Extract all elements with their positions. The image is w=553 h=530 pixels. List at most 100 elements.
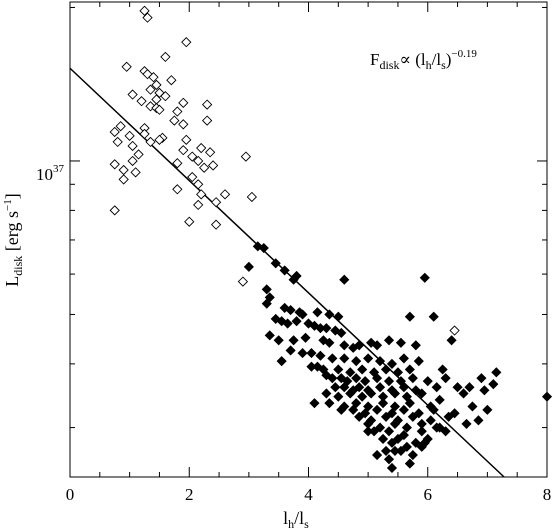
filled-diamond-point: [351, 356, 362, 367]
open-diamond-point: [118, 174, 129, 185]
filled-diamond-point: [372, 404, 383, 415]
open-diamond-point: [193, 155, 204, 167]
filled-diamond-point: [479, 385, 490, 396]
filled-diamond-point: [297, 309, 308, 320]
open-diamond-point: [142, 12, 153, 23]
open-diamond-point: [181, 37, 192, 48]
filled-diamond-point: [541, 391, 553, 402]
filled-diamond-point: [372, 340, 383, 351]
filled-diamond-point: [270, 258, 281, 269]
filled-diamond-point: [357, 364, 368, 375]
filled-diamond-point: [410, 340, 421, 351]
filled-diamond-point: [488, 379, 499, 390]
open-diamond-point: [154, 134, 165, 145]
filled-diamond-point: [339, 353, 350, 364]
open-diamond-point: [199, 162, 210, 173]
filled-diamond-point: [398, 430, 409, 441]
x-tick-label: 0: [66, 485, 75, 504]
filled-diamond-point: [404, 458, 415, 469]
open-diamond-point: [109, 126, 120, 138]
filled-diamond-point: [398, 404, 409, 415]
filled-diamond-point: [428, 311, 439, 322]
filled-diamond-point: [440, 426, 451, 437]
filled-diamond-point: [389, 418, 401, 429]
filled-diamond-point: [288, 274, 299, 285]
filled-diamond-point: [446, 335, 457, 346]
open-diamond-point: [109, 205, 120, 216]
filled-diamond-point: [333, 311, 344, 322]
filled-diamond-point: [407, 373, 418, 384]
filled-diamond-point: [333, 391, 344, 402]
open-diamond-point: [181, 134, 192, 145]
filled-diamond-point: [383, 335, 395, 346]
open-diamond-point: [115, 121, 126, 132]
filled-diamond-point: [351, 398, 362, 409]
filled-diamond-point: [321, 388, 332, 399]
filled-diamond-point: [380, 411, 392, 422]
filled-diamond-point: [297, 348, 308, 359]
open-diamond-point: [204, 147, 216, 158]
filled-diamond-point: [339, 274, 350, 285]
open-diamond-point: [118, 164, 129, 176]
filled-diamond-point: [336, 327, 347, 338]
open-diamond-point: [145, 136, 156, 148]
filled-diamond-point: [377, 398, 389, 409]
open-diamond-point: [449, 325, 460, 336]
filled-diamond-point: [348, 404, 359, 415]
filled-diamond-point: [461, 418, 472, 429]
filled-diamond-point: [279, 265, 290, 276]
filled-diamond-point: [392, 367, 404, 378]
open-diamond-point: [148, 72, 159, 83]
open-diamond-point: [178, 97, 189, 109]
open-diamond-point: [160, 91, 171, 102]
open-diamond-point: [136, 96, 147, 107]
filled-diamond-point: [261, 284, 272, 295]
x-tick-label: 6: [424, 485, 433, 504]
filled-diamond-point: [404, 364, 415, 375]
filled-diamond-point: [324, 309, 335, 320]
filled-diamond-point: [374, 382, 386, 393]
data-points: [109, 5, 553, 474]
filled-diamond-point: [398, 353, 409, 364]
filled-diamond-point: [398, 382, 409, 393]
open-diamond-point: [184, 216, 195, 227]
filled-diamond-point: [285, 305, 296, 316]
axis-ticks: [69, 2, 548, 477]
filled-diamond-point: [437, 364, 448, 375]
x-tick-labels: 0 2 4 6 8: [66, 485, 552, 504]
filled-diamond-point: [383, 454, 395, 465]
open-diamond-point: [210, 219, 222, 230]
filled-diamond-point: [363, 426, 374, 437]
filled-diamond-point: [377, 433, 389, 445]
filled-diamond-point: [363, 401, 374, 412]
filled-diamond-point: [300, 332, 311, 343]
open-diamond-point: [121, 61, 132, 72]
open-diamond-point: [202, 99, 213, 110]
open-diamond-point: [187, 151, 198, 162]
open-diamond-point: [133, 149, 144, 160]
filled-diamond-point: [380, 445, 392, 456]
open-diamond-point: [172, 106, 183, 117]
filled-diamond-point: [372, 449, 383, 461]
filled-diamond-point: [401, 441, 412, 452]
filled-diamond-point: [431, 382, 442, 393]
open-diamond-point: [130, 167, 141, 178]
filled-diamond-point: [395, 337, 406, 348]
open-diamond-point: [187, 171, 198, 183]
open-diamond-point: [193, 199, 204, 211]
open-diamond-point: [237, 276, 249, 287]
x-tick-label: 8: [543, 485, 552, 504]
filled-diamond-point: [273, 335, 284, 346]
open-diamond-point: [127, 140, 138, 152]
filled-diamond-point: [351, 373, 362, 384]
x-tick-label: 4: [304, 485, 313, 504]
filled-diamond-point: [389, 388, 401, 399]
filled-diamond-point: [258, 242, 269, 254]
filled-diamond-point: [333, 364, 344, 375]
filled-diamond-point: [404, 398, 415, 409]
open-diamond-point: [112, 136, 123, 148]
filled-diamond-point: [386, 437, 398, 448]
filled-diamond-point: [288, 335, 299, 346]
open-diamond-point: [193, 179, 204, 190]
filled-diamond-point: [336, 404, 347, 415]
